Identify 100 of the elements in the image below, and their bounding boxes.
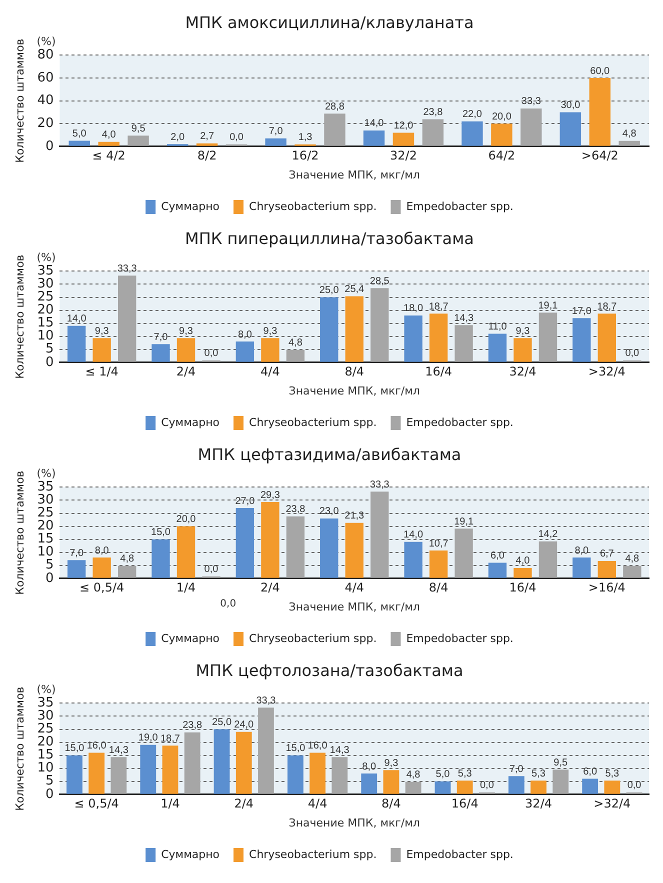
- data-label: 8,0: [94, 545, 110, 556]
- data-label: 4,8: [622, 128, 637, 140]
- bar: [162, 746, 178, 794]
- data-label: 12,0: [394, 120, 414, 132]
- y-tick-label: 30: [37, 492, 54, 508]
- data-label: 10,7: [428, 538, 449, 550]
- y-axis-title: Количество штаммов: [13, 254, 26, 379]
- bar: [345, 296, 364, 362]
- bar: [176, 338, 196, 362]
- y-tick-label: 5: [45, 558, 54, 573]
- data-label: 33,3: [521, 96, 542, 108]
- y-tick-label: 25: [37, 290, 54, 305]
- data-label: 9,3: [516, 326, 530, 337]
- chart-title: МПК цефтолозана/тазобактама: [196, 660, 464, 680]
- x-tick-label: >64/2: [581, 148, 618, 163]
- y-tick-label: 0: [45, 354, 54, 370]
- data-label: 14,3: [108, 744, 129, 756]
- bar: [236, 508, 254, 578]
- y-tick-label: 35: [37, 480, 54, 495]
- bar: [383, 770, 400, 794]
- bar: [287, 755, 304, 794]
- bar: [265, 138, 286, 146]
- x-tick-label: 16/2: [292, 148, 319, 163]
- data-label: 4,8: [120, 554, 134, 565]
- y-tick-label: 15: [37, 748, 54, 763]
- legend-label: Chryseobacterium spp.: [249, 632, 377, 645]
- x-tick-label: 4/4: [344, 580, 364, 595]
- data-label: 9,3: [263, 326, 278, 337]
- text: (%): [36, 467, 56, 480]
- data-label: 33,3: [256, 695, 276, 706]
- data-label: 9,5: [554, 757, 568, 768]
- legend-label: Empedobacter spp.: [406, 200, 514, 213]
- legend-label: Chryseobacterium spp.: [249, 416, 377, 429]
- data-label: 23,8: [182, 720, 202, 732]
- data-label: 17,0: [572, 306, 592, 317]
- y-tick-label: 20: [37, 734, 54, 750]
- text: (%): [36, 683, 56, 696]
- data-label: 23,0: [319, 506, 340, 518]
- bar: [118, 566, 136, 578]
- data-label: 11,0: [488, 321, 508, 332]
- data-label: 27,0: [235, 496, 256, 507]
- bar: [454, 325, 473, 362]
- bar: [508, 776, 524, 794]
- x-tick-label: 8/2: [197, 148, 217, 163]
- bar: [429, 550, 448, 578]
- y-tick-label: 0: [45, 570, 54, 586]
- bar: [320, 297, 338, 362]
- data-label: 18,7: [160, 733, 180, 744]
- y-tick-label: 60: [37, 70, 54, 86]
- data-label: 16,0: [86, 740, 107, 752]
- bar: [184, 732, 200, 794]
- bar: [286, 350, 305, 362]
- y-tick-label: 25: [37, 506, 54, 521]
- data-label: 15,0: [64, 743, 85, 754]
- data-label: 33,3: [117, 263, 138, 274]
- y-axis-title: Количество штаммов: [13, 470, 26, 595]
- bar: [261, 338, 280, 362]
- data-label: 30,0: [560, 100, 581, 111]
- bar: [92, 558, 111, 578]
- bar: [324, 114, 346, 146]
- x-tick-label: ≤ 0,5/4: [80, 580, 124, 595]
- data-label: 14,3: [454, 312, 474, 324]
- x-tick-label: 2/4: [234, 796, 254, 811]
- bar: [623, 566, 642, 578]
- bar: [538, 312, 558, 362]
- bar: [370, 492, 389, 578]
- bar: [98, 142, 120, 146]
- bar: [261, 502, 280, 578]
- bar: [538, 541, 558, 578]
- data-label: 4,8: [406, 770, 421, 781]
- y-axis-title: Количество штаммов: [13, 38, 26, 163]
- x-tick-label: 16/4: [509, 580, 536, 595]
- bar: [332, 757, 348, 794]
- chart-title: МПК пиперациллина/тазобактама: [185, 228, 474, 248]
- data-label: 0,0: [204, 348, 219, 360]
- bar: [572, 558, 591, 578]
- bar: [530, 780, 546, 794]
- x-tick-label: 16/4: [425, 364, 452, 379]
- data-label: 4,0: [516, 556, 530, 567]
- bar: [92, 338, 111, 362]
- bar: [88, 752, 105, 794]
- data-label: 5,0: [72, 128, 87, 140]
- data-label: 5,3: [532, 768, 546, 780]
- x-tick-label: >16/4: [588, 580, 626, 595]
- data-label: 20,0: [176, 514, 196, 526]
- data-label: 4,0: [102, 130, 116, 141]
- bar: [68, 140, 90, 146]
- data-label: 25,4: [344, 284, 365, 295]
- legend-label: Суммарно: [161, 848, 220, 861]
- bar: [618, 140, 640, 146]
- data-label: 22,0: [462, 109, 482, 120]
- bar: [604, 780, 620, 794]
- legend-label: Empedobacter spp.: [406, 416, 514, 429]
- x-tick-label: 8/4: [344, 364, 364, 379]
- data-label: 16,0: [308, 740, 328, 752]
- data-label: 7,0: [70, 548, 84, 559]
- y-tick-label: 25: [37, 722, 54, 737]
- bar: [196, 143, 218, 146]
- data-label: 18,0: [404, 303, 424, 314]
- bar: [67, 560, 86, 578]
